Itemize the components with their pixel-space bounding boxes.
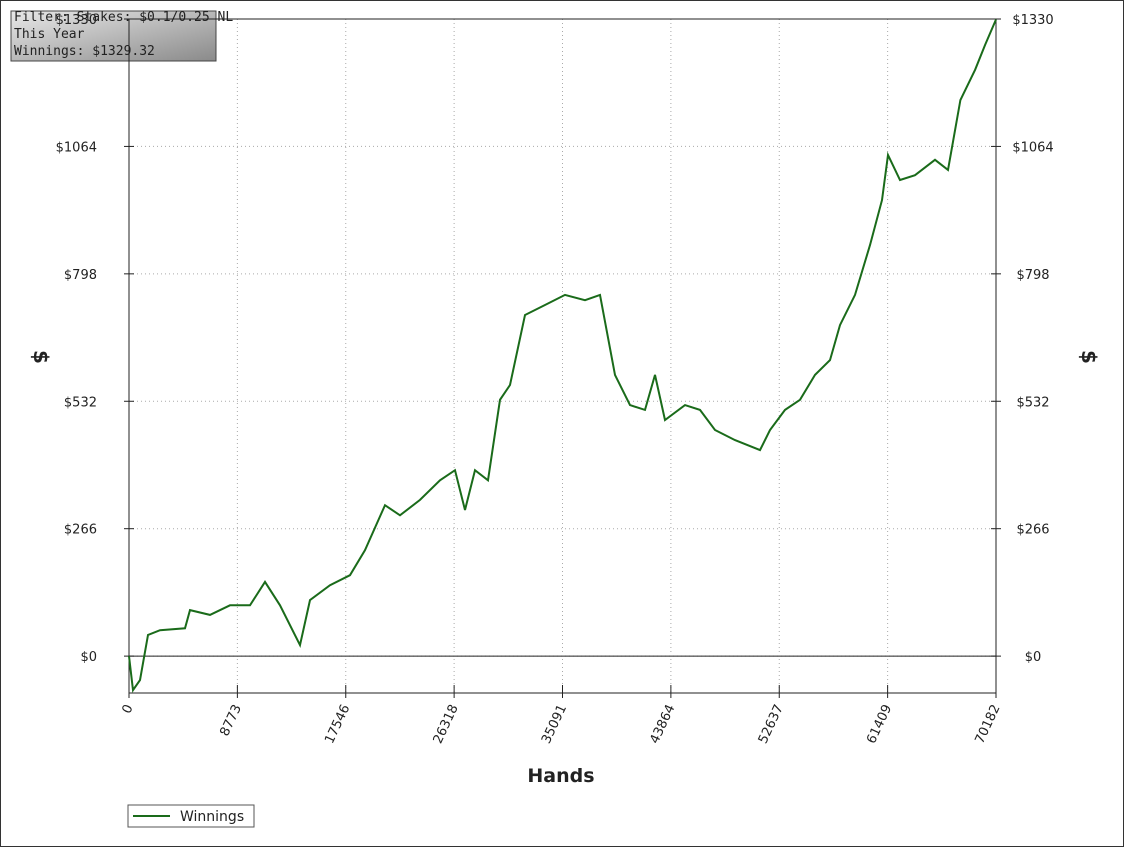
y-axis-label: $ [29, 350, 53, 364]
filter-line: Winnings: $1329.32 [14, 44, 155, 59]
y-tick-label-right: $266 [1016, 523, 1049, 538]
filter-line: This Year [14, 27, 85, 42]
y-tick-label-right: $1064 [1012, 140, 1053, 155]
x-axis-label: Hands [527, 765, 594, 787]
y-tick-label: $1330 [56, 13, 97, 28]
plot-frame [128, 18, 997, 694]
y-tick-label: $1064 [56, 140, 97, 155]
series-line [128, 19, 997, 693]
filter-line: Filter: Stakes: $0.1/0.25 NL [14, 10, 233, 25]
y-tick-label-right: $798 [1016, 268, 1049, 283]
legend-label: Winnings [180, 809, 244, 825]
y-tick-label: $532 [64, 395, 97, 410]
y-tick-label: $798 [64, 268, 97, 283]
y-axis-label-right: $ [1077, 350, 1101, 364]
y-tick-label: $0 [80, 650, 97, 665]
y-tick-label: $266 [64, 523, 97, 538]
y-tick-label-right: $0 [1025, 650, 1042, 665]
y-tick-label-right: $532 [1016, 395, 1049, 410]
legend [127, 804, 255, 828]
y-tick-label-right: $1330 [1012, 13, 1053, 28]
